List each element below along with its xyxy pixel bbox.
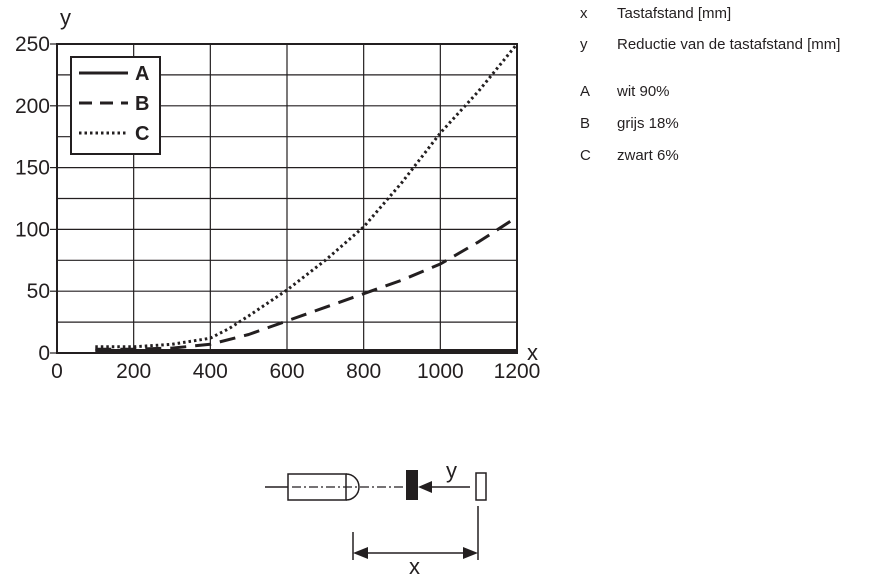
y-tick-label: 0 bbox=[38, 342, 50, 365]
legend-label-c: C bbox=[135, 123, 149, 145]
x-tick-label: 200 bbox=[116, 360, 151, 383]
dimension-arrow-right bbox=[463, 547, 478, 559]
key-code: y bbox=[580, 36, 588, 53]
legend-label-b: B bbox=[135, 93, 149, 115]
y-tick-label: 200 bbox=[15, 95, 50, 118]
y-tick-label: 250 bbox=[15, 33, 50, 56]
y-tick-label: 50 bbox=[27, 280, 50, 303]
key-code: B bbox=[580, 115, 591, 132]
target-object bbox=[406, 470, 418, 500]
sensor-lens bbox=[345, 473, 360, 501]
series-lines bbox=[95, 43, 519, 352]
key-code: C bbox=[580, 147, 591, 164]
y-tick-label: 100 bbox=[15, 218, 50, 241]
y-tick-label: 150 bbox=[15, 157, 50, 180]
reference-object bbox=[475, 472, 487, 501]
y-axis-label: y bbox=[60, 5, 71, 30]
key-text: wit 90% bbox=[617, 83, 670, 100]
diagram-y-label: y bbox=[446, 458, 457, 483]
reduction-arrow-head bbox=[418, 481, 432, 493]
x-tick-label: 800 bbox=[346, 360, 381, 383]
diagram-x-label: x bbox=[409, 554, 420, 574]
key-code: A bbox=[580, 83, 591, 100]
key-text: Reductie van de tastafstand [mm] bbox=[617, 36, 841, 53]
legend-label-a: A bbox=[135, 63, 149, 85]
plot-frame bbox=[56, 43, 518, 354]
x-tick-label: 600 bbox=[269, 360, 304, 383]
legend: ABC bbox=[70, 56, 161, 155]
key-text: zwart 6% bbox=[617, 147, 679, 164]
series-line-b bbox=[95, 215, 518, 351]
x-tick-label: 1200 bbox=[494, 360, 541, 383]
x-axis-label: x bbox=[527, 340, 538, 365]
tick-labels: 0 200 400 600 800 1000 1200 0 50 100 150 200 250 bbox=[15, 33, 540, 383]
key-text: grijs 18% bbox=[617, 115, 679, 132]
x-tick-label: 0 bbox=[51, 360, 63, 383]
x-tick-label: 400 bbox=[193, 360, 228, 383]
dimension-arrow-left bbox=[353, 547, 368, 559]
key-text: Tastafstand [mm] bbox=[617, 5, 732, 22]
key-code: x bbox=[580, 5, 588, 22]
sensor-diagram: y x bbox=[265, 458, 487, 574]
x-tick-label: 1000 bbox=[417, 360, 464, 383]
axes bbox=[56, 43, 518, 354]
